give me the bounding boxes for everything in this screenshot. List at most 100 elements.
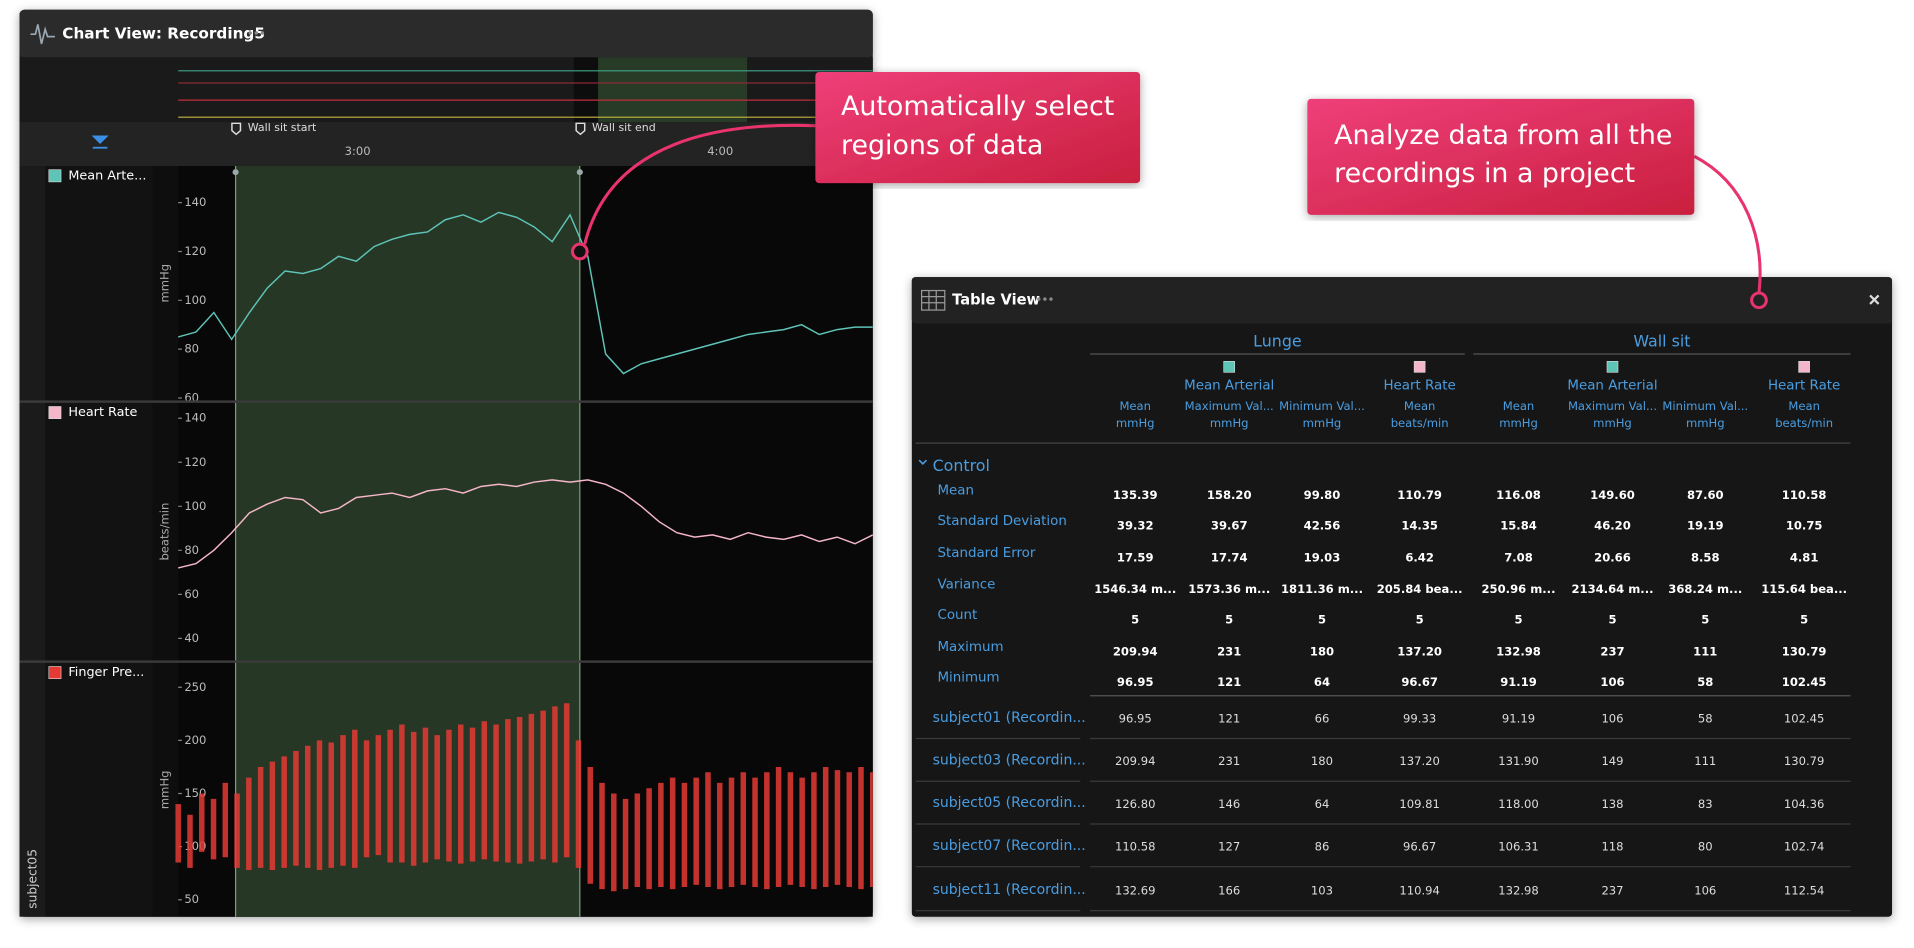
- stat-cell: 64: [1314, 675, 1330, 689]
- stat-cell: 1546.34 m...: [1094, 582, 1176, 596]
- marker-icon: [231, 122, 242, 136]
- subject-cell: 166: [1218, 884, 1240, 898]
- signal-trace: [178, 211, 873, 375]
- selection-handle[interactable]: [232, 169, 239, 176]
- unit-column: [152, 166, 179, 917]
- group-header: Wall sit: [1633, 331, 1690, 350]
- stat-cell: 132.98: [1496, 644, 1541, 658]
- column-stat: Maximum Val...: [1185, 399, 1274, 413]
- subject-cell: 109.81: [1399, 797, 1440, 811]
- subject-label[interactable]: subject01 (Recordin...: [933, 710, 1086, 726]
- group-header: Lunge: [1253, 331, 1301, 350]
- column-unit: beats/min: [1391, 416, 1449, 430]
- subject-label[interactable]: subject03 (Recordin...: [933, 752, 1086, 768]
- subject-cell: 231: [1218, 754, 1240, 768]
- subject-cell: 106.31: [1498, 840, 1539, 854]
- callout-text: recordings in a project: [1334, 158, 1635, 189]
- stat-label: Variance: [937, 578, 995, 593]
- column-unit: mmHg: [1210, 416, 1249, 430]
- stat-cell: 237: [1600, 644, 1624, 658]
- subject-label[interactable]: subject11 (Recordin...: [933, 882, 1086, 898]
- stat-cell: 137.20: [1397, 644, 1442, 658]
- column-stat: Minimum Val...: [1279, 399, 1365, 413]
- channel-swatch: [48, 406, 62, 420]
- stat-cell: 5: [1318, 613, 1326, 627]
- subject-cell: 86: [1315, 840, 1330, 854]
- stat-cell: 58: [1697, 675, 1713, 689]
- channel-header: Mean Arterial: [1184, 379, 1274, 394]
- filter-icon[interactable]: [91, 135, 109, 145]
- stat-cell: 209.94: [1113, 644, 1158, 658]
- callout-text: Analyze data from all the: [1334, 120, 1672, 151]
- stat-label: Count: [937, 608, 977, 623]
- group-row-label[interactable]: Control: [933, 456, 990, 475]
- channel-label: Finger Pre...: [68, 665, 144, 680]
- axis-unit: beats/min: [157, 503, 171, 561]
- stat-cell: 39.32: [1117, 519, 1154, 533]
- stat-cell: 17.74: [1211, 550, 1248, 564]
- subject-cell: 96.67: [1403, 840, 1436, 854]
- stat-cell: 99.80: [1304, 488, 1341, 502]
- stat-cell: 180: [1310, 644, 1334, 658]
- more-menu[interactable]: [1037, 297, 1053, 301]
- selection-region[interactable]: [235, 166, 580, 917]
- subject-cell: 58: [1698, 711, 1713, 725]
- stat-cell: 111: [1693, 644, 1717, 658]
- column-unit: mmHg: [1686, 416, 1725, 430]
- chart-view: Chart View: Recording5 Wall sit start Wa…: [19, 9, 873, 917]
- close-button[interactable]: [1869, 294, 1880, 305]
- subject-cell: 99.33: [1403, 711, 1436, 725]
- y-tick-label: 250: [184, 680, 206, 694]
- stat-cell: 1573.36 m...: [1188, 582, 1270, 596]
- stat-label: Standard Deviation: [937, 514, 1066, 529]
- subject-cell: 131.90: [1498, 754, 1539, 768]
- subject-cell: 106: [1694, 884, 1716, 898]
- overview-selection: [598, 57, 748, 123]
- stat-cell: 116.08: [1496, 488, 1541, 502]
- stat-cell: 5: [1701, 613, 1709, 627]
- y-tick-label: 60: [184, 390, 199, 404]
- stat-cell: 110.58: [1782, 488, 1827, 502]
- y-tick-label: 140: [184, 411, 206, 425]
- subject-cell: 137.20: [1399, 754, 1440, 768]
- stat-cell: 96.95: [1117, 675, 1154, 689]
- channel-header: Mean Arterial: [1567, 379, 1657, 394]
- y-tick-label: 100: [184, 293, 206, 307]
- stat-cell: 6.42: [1405, 550, 1434, 564]
- y-tick-label: 100: [184, 499, 206, 513]
- channel-label: Heart Rate: [68, 405, 137, 420]
- subject-cell: 83: [1698, 797, 1713, 811]
- y-tick-label: 140: [184, 195, 206, 209]
- column-unit: beats/min: [1775, 416, 1833, 430]
- selection-handle[interactable]: [576, 169, 583, 176]
- table-view-frame: [911, 277, 1893, 917]
- y-tick-label: 80: [184, 543, 199, 557]
- subject-cell: 138: [1601, 797, 1623, 811]
- subject-label[interactable]: subject07 (Recordin...: [933, 838, 1086, 854]
- stat-cell: 102.45: [1782, 675, 1827, 689]
- column-stat: Mean: [1404, 399, 1436, 413]
- stat-cell: 19.03: [1304, 550, 1341, 564]
- column-stat: Mean: [1503, 399, 1535, 413]
- channel-swatch: [1798, 361, 1810, 373]
- callout-point: [1750, 291, 1768, 310]
- table-header: [911, 277, 1893, 324]
- y-tick-label: 80: [184, 342, 199, 356]
- stat-cell: 158.20: [1207, 488, 1252, 502]
- axis-unit: mmHg: [157, 264, 171, 303]
- channel-swatch: [48, 169, 62, 183]
- stat-cell: 87.60: [1687, 488, 1724, 502]
- subject-label[interactable]: subject05 (Recordin...: [933, 795, 1086, 811]
- callout-point: [570, 242, 589, 261]
- column-stat: Mean: [1788, 399, 1820, 413]
- y-tick-label: 60: [184, 587, 199, 601]
- collapse-chevron[interactable]: [918, 459, 928, 465]
- subject-cell: 132.98: [1498, 884, 1539, 898]
- stat-label: Mean: [937, 484, 974, 499]
- subject-cell: 80: [1698, 840, 1713, 854]
- subject-label: subject05: [25, 849, 39, 909]
- column-unit: mmHg: [1499, 416, 1538, 430]
- stat-cell: 110.79: [1397, 488, 1442, 502]
- more-menu[interactable]: [248, 31, 265, 35]
